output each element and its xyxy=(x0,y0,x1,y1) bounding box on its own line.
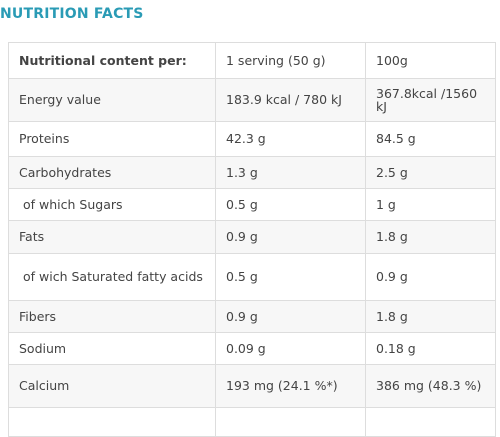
table-cell: of wich Saturated fatty acids xyxy=(8,253,216,301)
empty-cell xyxy=(365,407,496,437)
table-cell: 193 mg (24.1 %*) xyxy=(215,364,366,408)
table-row: Proteins 42.3 g 84.5 g xyxy=(8,121,496,157)
table-cell: 367.8kcal /1560 kJ xyxy=(365,78,496,122)
table-cell: 0.9 g xyxy=(215,300,366,333)
table-cell: 2.5 g xyxy=(365,156,496,189)
table-cell: 1.3 g xyxy=(215,156,366,189)
table-row: Carbohydrates 1.3 g 2.5 g xyxy=(8,156,496,189)
table-cell: Energy value xyxy=(8,78,216,122)
table-cell: 0.09 g xyxy=(215,332,366,365)
table-row: Fibers 0.9 g 1.8 g xyxy=(8,300,496,333)
header-cell: 100g xyxy=(365,42,496,79)
empty-cell xyxy=(8,407,216,437)
table-cell: 0.5 g xyxy=(215,253,366,301)
table-cell: Proteins xyxy=(8,121,216,157)
table-cell: 183.9 kcal / 780 kJ xyxy=(215,78,366,122)
table-cell: of which Sugars xyxy=(8,188,216,221)
table-row: Energy value 183.9 kcal / 780 kJ 367.8kcal… xyxy=(8,78,496,122)
nutrition-table: Nutritional content per: 1 serving (50 g… xyxy=(8,42,496,437)
table-cell: 1.8 g xyxy=(365,300,496,333)
header-cell: 1 serving (50 g) xyxy=(215,42,366,79)
table-cell: Calcium xyxy=(8,364,216,408)
table-body: Nutritional content per: 1 serving (50 g… xyxy=(8,42,496,437)
table-cell: 42.3 g xyxy=(215,121,366,157)
empty-cell xyxy=(215,407,366,437)
table-row: of wich Saturated fatty acids 0.5 g 0.9 g xyxy=(8,253,496,301)
header-cell: Nutritional content per: xyxy=(8,42,216,79)
table-row: Calcium 193 mg (24.1 %*) 386 mg (48.3 %) xyxy=(8,364,496,408)
table-row: Sodium 0.09 g 0.18 g xyxy=(8,332,496,365)
table-cell: 1.8 g xyxy=(365,220,496,254)
table-cell: 0.9 g xyxy=(215,220,366,254)
table-cell: Fats xyxy=(8,220,216,254)
table-cell: Carbohydrates xyxy=(8,156,216,189)
section-title: NUTRITION FACTS xyxy=(0,6,144,22)
table-cell: 84.5 g xyxy=(365,121,496,157)
table-cell: 0.18 g xyxy=(365,332,496,365)
empty-row xyxy=(8,407,496,437)
table-row: Fats 0.9 g 1.8 g xyxy=(8,220,496,254)
table-cell: 0.5 g xyxy=(215,188,366,221)
header-row: Nutritional content per: 1 serving (50 g… xyxy=(8,42,496,79)
table-cell: Fibers xyxy=(8,300,216,333)
table-cell: 1 g xyxy=(365,188,496,221)
table-cell: 0.9 g xyxy=(365,253,496,301)
table-cell: 386 mg (48.3 %) xyxy=(365,364,496,408)
table-cell: Sodium xyxy=(8,332,216,365)
